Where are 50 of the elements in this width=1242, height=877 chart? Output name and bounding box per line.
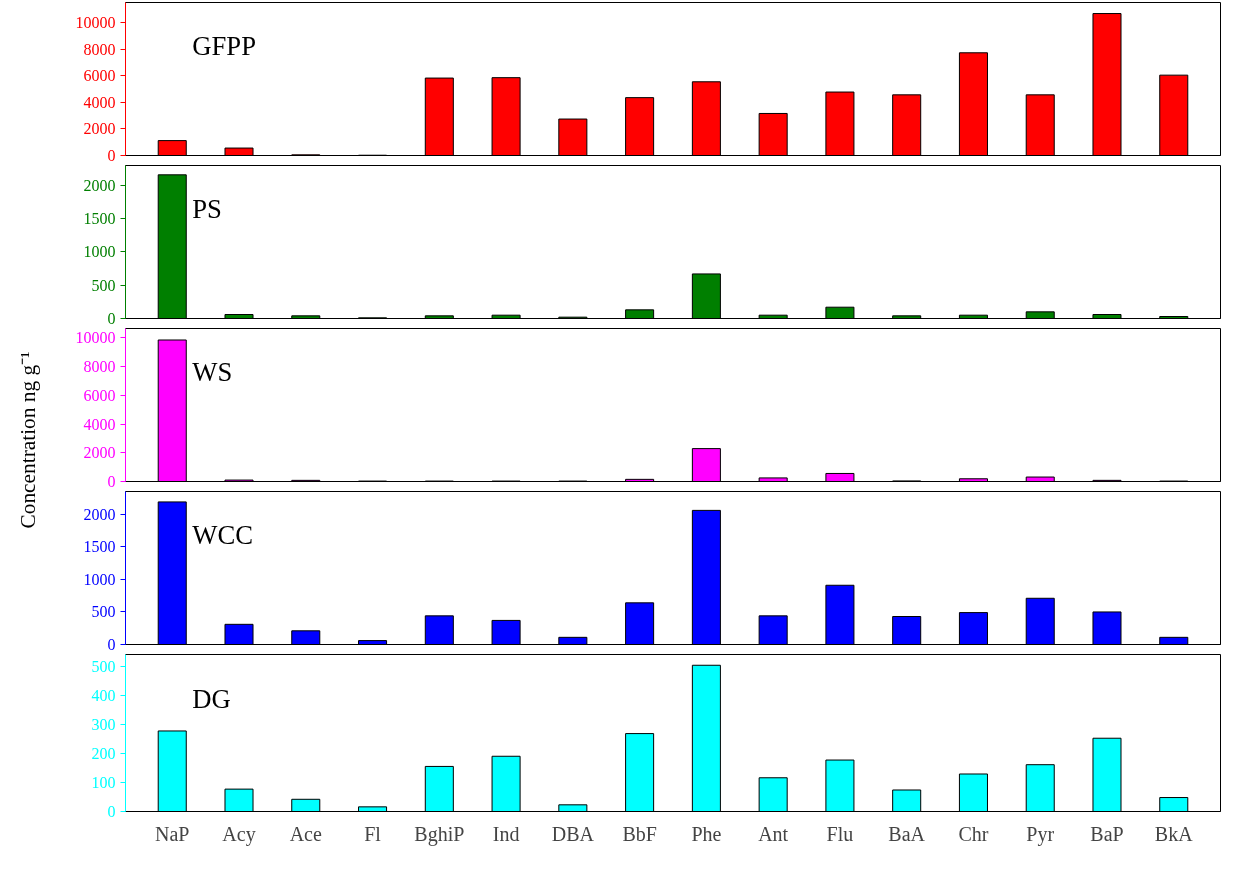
text: DG <box>192 684 231 715</box>
text: GFPP <box>192 30 256 61</box>
y-tick-label: 1500 <box>83 538 116 556</box>
y-tick-label: 1500 <box>83 210 116 228</box>
y-tick-label: 6000 <box>83 67 116 85</box>
x-tick-label: BghiP <box>414 822 465 846</box>
y-tick-label: 0 <box>107 310 116 327</box>
y-tick-label: 0 <box>107 636 116 653</box>
y-tick-label: 4000 <box>83 93 116 111</box>
y-tick-label: 100 <box>91 773 116 791</box>
y-tick-label: 6000 <box>83 386 116 404</box>
x-tick-label: Ace <box>289 822 322 845</box>
y-tick-label: 2000 <box>83 120 116 138</box>
x-tick-label: DBA <box>551 822 595 845</box>
x-tick-label: NaP <box>155 822 190 845</box>
y-tick-label: 0 <box>107 147 116 164</box>
x-tick-label: Acy <box>222 822 256 846</box>
y-tick-label: 500 <box>91 603 116 621</box>
y-tick-label: 400 <box>91 686 116 704</box>
y-tick-label: 0 <box>107 473 116 490</box>
y-tick-label: 500 <box>91 276 116 294</box>
x-tick-label: Ind <box>492 822 520 845</box>
y-tick-label: 0 <box>107 803 116 820</box>
text: PS <box>192 193 222 224</box>
y-tick-label: 4000 <box>83 415 116 433</box>
y-tick-label: 500 <box>91 657 116 675</box>
x-tick-label: Chr <box>958 822 989 845</box>
y-tick-label: 2000 <box>83 505 116 523</box>
x-tick-label: Pyr <box>1026 822 1055 846</box>
x-tick-label: BaP <box>1090 822 1124 845</box>
y-tick-label: 300 <box>91 715 116 733</box>
x-tick-label: BkA <box>1154 822 1194 845</box>
y-tick-label: 2000 <box>83 176 116 194</box>
y-tick-label: 1000 <box>83 570 116 588</box>
x-tick-label: Flu <box>826 822 854 845</box>
y-axis-title: Concentration ng g⁻¹ <box>16 351 40 529</box>
y-tick-label: 8000 <box>83 40 116 58</box>
x-tick-label: BaA <box>888 822 926 845</box>
y-tick-label: 1000 <box>83 243 116 261</box>
text: WCC <box>192 519 253 550</box>
x-tick-label: Phe <box>691 822 722 845</box>
x-tick-label: Ant <box>758 822 789 845</box>
y-tick-label: 10000 <box>75 13 116 31</box>
y-tick-label: 10000 <box>75 329 116 347</box>
y-tick-label: 8000 <box>83 358 116 376</box>
x-tick-label: Fl <box>364 822 382 845</box>
y-tick-label: 2000 <box>83 444 116 462</box>
y-tick-label: 200 <box>91 744 116 762</box>
x-tick-label: BbF <box>622 822 657 845</box>
text: WS <box>192 356 233 387</box>
